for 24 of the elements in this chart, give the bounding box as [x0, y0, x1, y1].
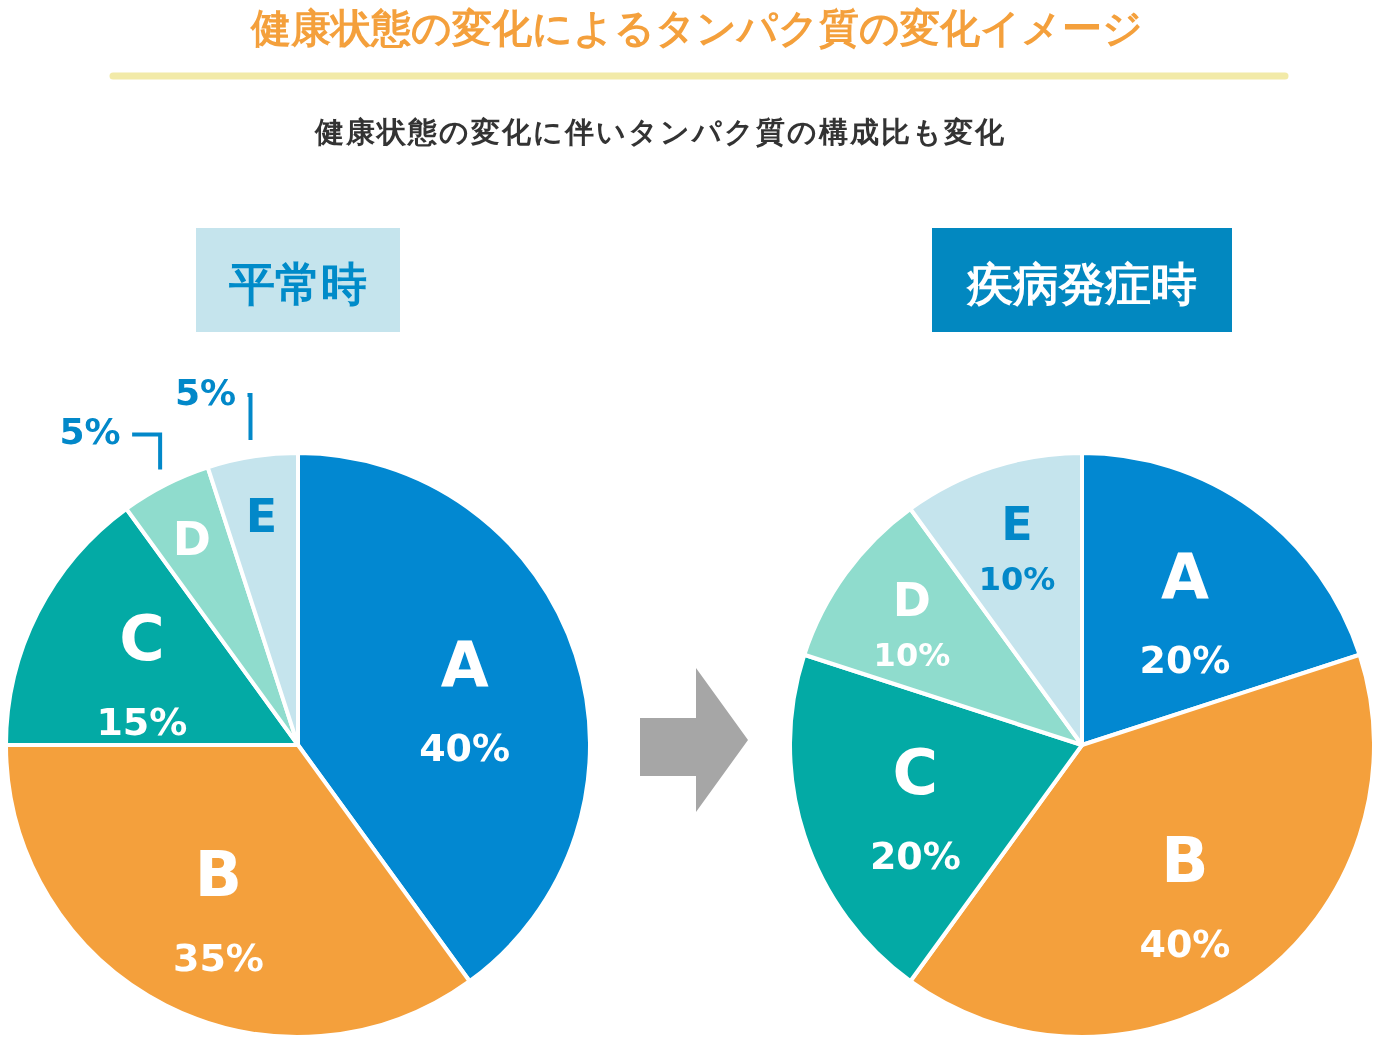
data-label: 40%	[419, 725, 511, 770]
slice-label: C	[892, 736, 939, 810]
slice-label: E	[245, 489, 278, 544]
data-label: 10%	[873, 636, 951, 675]
data-label: 40%	[1139, 921, 1231, 966]
data-label: 5%	[59, 411, 121, 453]
slice-label: D	[892, 573, 932, 628]
data-label: 10%	[978, 560, 1056, 599]
slice-label: B	[194, 838, 243, 912]
data-label: 5%	[174, 372, 237, 414]
text: 健康状態の変化に伴いタンパク質の構成比も変化	[313, 115, 1006, 149]
data-label: 15%	[96, 700, 188, 745]
chart-title: 疾病発症時	[966, 257, 1197, 311]
data-label: 20%	[869, 834, 961, 879]
data-label: 20%	[1139, 638, 1231, 683]
slice-label: A	[1160, 540, 1209, 614]
data-label: 35%	[172, 936, 264, 981]
slice-label: D	[172, 511, 212, 566]
slice-label: E	[1001, 497, 1033, 552]
slice-label: A	[440, 627, 489, 701]
slice-label: B	[1161, 823, 1209, 897]
text: 健康状態の変化によるタンパク質の変化イメージ	[249, 5, 1143, 51]
chart-title: 平常時	[229, 257, 367, 311]
slice-label: C	[119, 602, 165, 676]
